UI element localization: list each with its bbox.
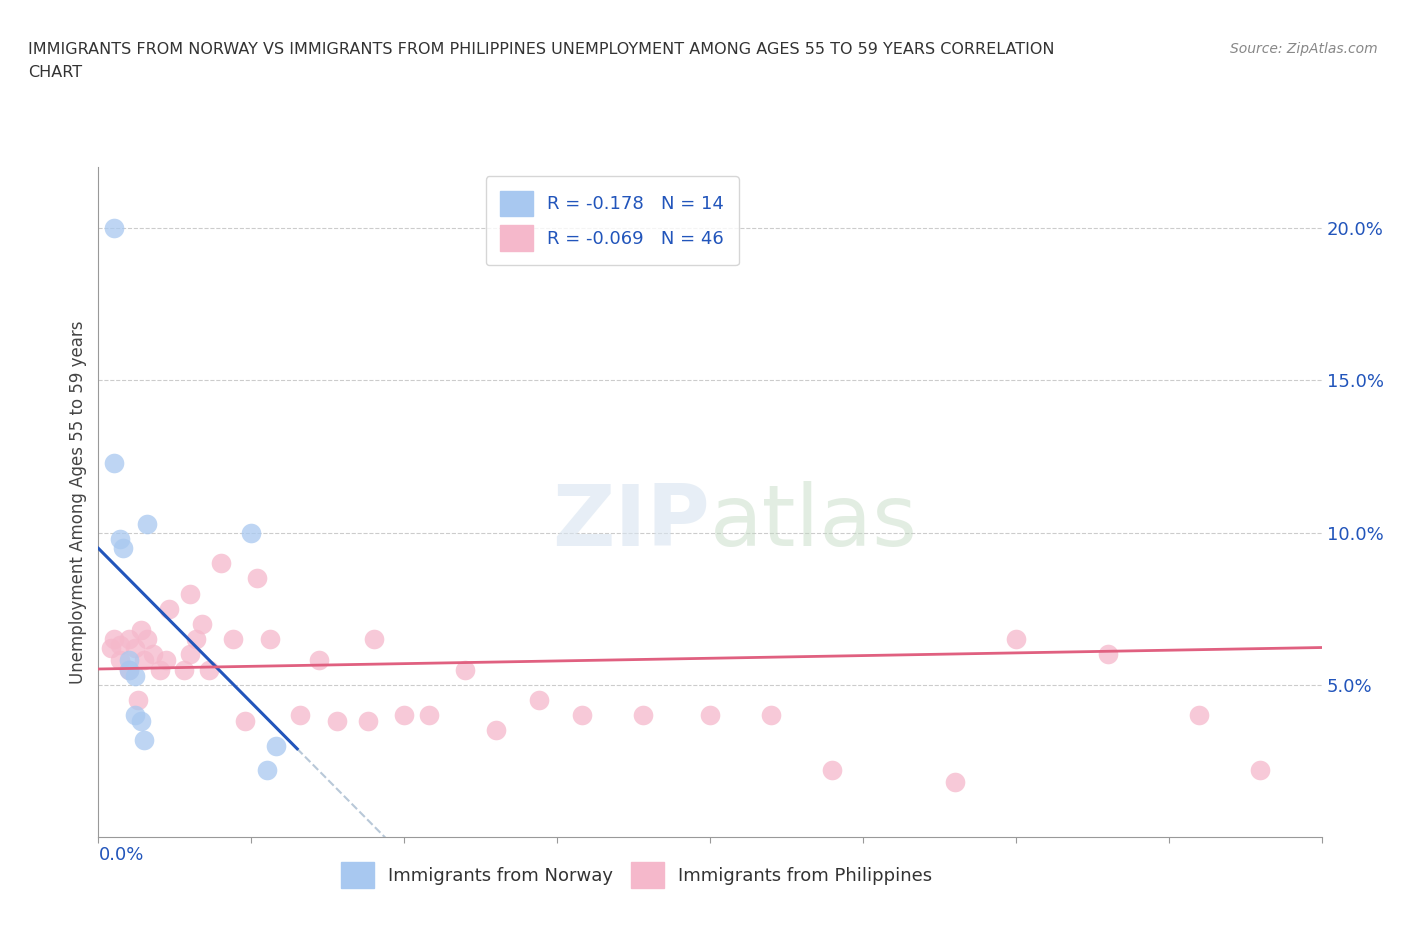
Point: [124, 708, 146, 723]
Point: [290, 708, 312, 723]
Point: [222, 631, 245, 646]
Point: [118, 662, 141, 677]
Point: [129, 622, 152, 637]
Point: [246, 571, 269, 586]
Point: [392, 708, 416, 723]
Point: [1004, 631, 1026, 646]
Point: [363, 631, 385, 646]
Point: [103, 220, 125, 235]
Point: [103, 455, 125, 470]
Point: [821, 763, 844, 777]
Point: [209, 555, 232, 570]
Point: [136, 516, 159, 531]
Point: [186, 631, 208, 646]
Point: [1097, 647, 1119, 662]
Text: CHART: CHART: [28, 65, 82, 80]
Point: [142, 647, 165, 662]
Point: [129, 714, 152, 729]
Point: [111, 540, 134, 555]
Point: [127, 693, 149, 708]
Text: atlas: atlas: [710, 481, 918, 564]
Point: [118, 653, 141, 668]
Point: [326, 714, 349, 729]
Point: [259, 631, 281, 646]
Text: ZIP: ZIP: [553, 481, 710, 564]
Point: [108, 653, 131, 668]
Text: 0.0%: 0.0%: [98, 845, 143, 864]
Point: [699, 708, 721, 723]
Point: [233, 714, 256, 729]
Point: [1249, 763, 1271, 777]
Point: [418, 708, 440, 723]
Point: [485, 723, 508, 737]
Point: [179, 647, 201, 662]
Point: [356, 714, 378, 729]
Point: [571, 708, 593, 723]
Point: [631, 708, 654, 723]
Point: [108, 638, 131, 653]
Point: [1188, 708, 1211, 723]
Point: [124, 641, 146, 656]
Point: [100, 641, 122, 656]
Point: [308, 653, 330, 668]
Point: [134, 653, 156, 668]
Point: [134, 732, 156, 747]
Point: [240, 525, 263, 540]
Legend: Immigrants from Norway, Immigrants from Philippines: Immigrants from Norway, Immigrants from …: [333, 855, 939, 895]
Point: [454, 662, 477, 677]
Point: [256, 763, 278, 777]
Point: [759, 708, 782, 723]
Point: [264, 738, 287, 753]
Point: [197, 662, 219, 677]
Point: [118, 662, 141, 677]
Point: [157, 602, 180, 617]
Point: [136, 631, 159, 646]
Text: IMMIGRANTS FROM NORWAY VS IMMIGRANTS FROM PHILIPPINES UNEMPLOYMENT AMONG AGES 55: IMMIGRANTS FROM NORWAY VS IMMIGRANTS FRO…: [28, 42, 1054, 57]
Point: [191, 617, 214, 631]
Text: Source: ZipAtlas.com: Source: ZipAtlas.com: [1230, 42, 1378, 56]
Point: [108, 531, 131, 546]
Point: [118, 631, 141, 646]
Y-axis label: Unemployment Among Ages 55 to 59 years: Unemployment Among Ages 55 to 59 years: [69, 321, 87, 684]
Point: [124, 669, 146, 684]
Point: [103, 631, 125, 646]
Point: [155, 653, 177, 668]
Point: [943, 775, 966, 790]
Point: [527, 693, 550, 708]
Point: [149, 662, 172, 677]
Point: [179, 586, 201, 601]
Point: [173, 662, 195, 677]
